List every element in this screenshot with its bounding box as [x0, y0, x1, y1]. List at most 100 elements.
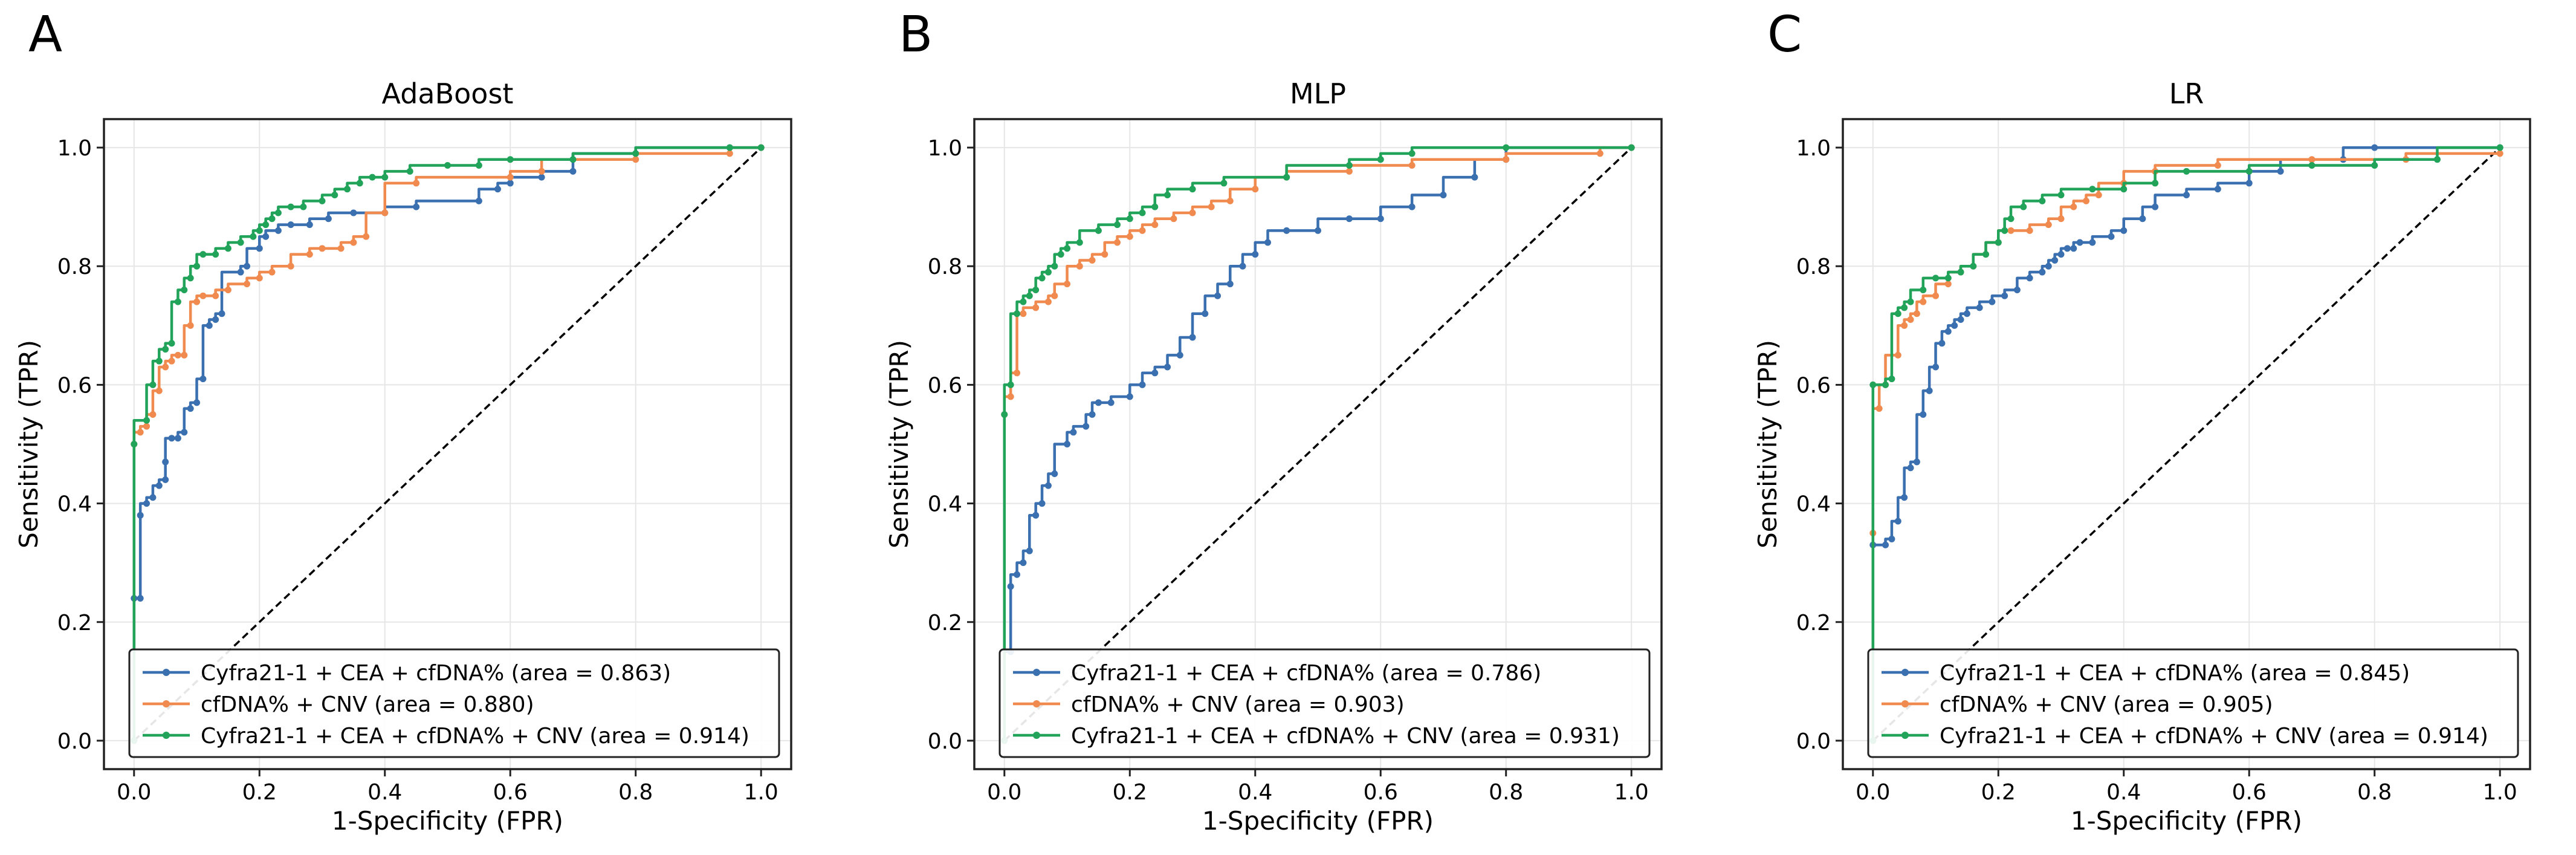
roc-point	[2076, 239, 2083, 246]
roc-curve-series-1	[1871, 146, 2500, 741]
roc-point	[1064, 441, 1071, 447]
legend-swatch-marker	[1033, 732, 1040, 739]
roc-point	[149, 494, 157, 501]
roc-point	[306, 251, 313, 258]
roc-point	[1126, 233, 1133, 240]
roc-point	[2308, 156, 2315, 163]
roc-point	[1875, 405, 1883, 412]
roc-point	[1913, 310, 1920, 317]
y-tick-label: 0.0	[57, 729, 92, 754]
roc-point	[193, 399, 201, 406]
roc-point	[174, 351, 181, 359]
roc-point	[155, 482, 163, 489]
roc-point	[212, 251, 219, 258]
roc-point	[1963, 310, 1970, 317]
roc-point	[1926, 387, 1933, 394]
roc-point	[2095, 192, 2102, 199]
roc-point	[2089, 239, 2096, 246]
roc-point	[1944, 275, 1952, 282]
x-tick-label: 0.4	[1238, 780, 1272, 805]
roc-point	[1976, 304, 1983, 311]
roc-point	[1957, 316, 1964, 323]
roc-point	[381, 209, 389, 216]
roc-point	[1070, 429, 1077, 436]
roc-point	[244, 262, 251, 270]
roc-point	[1252, 186, 1259, 193]
roc-point	[2045, 262, 2052, 270]
x-tick-label: 1.0	[744, 780, 778, 805]
roc-point	[2152, 180, 2159, 187]
roc-point	[1907, 316, 1914, 323]
roc-point	[1114, 239, 1121, 246]
legend-entry: cfDNA% + CNV (area = 0.880)	[201, 692, 534, 717]
roc-point	[1907, 298, 1914, 305]
legend-box	[1867, 648, 2519, 758]
roc-point	[1471, 174, 1478, 181]
roc-point	[1938, 340, 1946, 347]
chart-title: LR	[2169, 77, 2204, 110]
panel-label: B	[899, 6, 933, 63]
y-tick-label: 0.8	[928, 255, 962, 279]
y-tick-label: 0.0	[1796, 729, 1831, 754]
y-axis-label: Sensitivity (TPR)	[14, 340, 44, 548]
roc-point	[1095, 399, 1102, 406]
roc-point	[224, 286, 231, 293]
x-tick-label: 0.8	[618, 780, 653, 805]
roc-point	[1038, 500, 1046, 507]
roc-point	[212, 316, 219, 323]
roc-point	[1064, 281, 1071, 288]
roc-point	[331, 192, 338, 199]
roc-point	[1044, 268, 1052, 276]
roc-point	[369, 174, 376, 181]
x-tick-label: 0.6	[1364, 780, 1398, 805]
roc-point	[2120, 227, 2128, 234]
roc-point	[1020, 298, 1027, 305]
roc-point	[1932, 292, 1940, 299]
roc-point	[300, 203, 307, 210]
roc-point	[1315, 227, 1321, 234]
roc-point	[1894, 310, 1901, 317]
roc-point	[1970, 262, 1977, 270]
y-tick-label: 0.4	[928, 492, 962, 517]
roc-point	[256, 245, 263, 252]
roc-point	[2039, 268, 2046, 276]
roc-point	[1408, 203, 1416, 210]
roc-point	[1882, 541, 1889, 548]
legend-swatch-marker	[1901, 669, 1909, 676]
roc-point	[262, 221, 270, 229]
roc-point	[1189, 186, 1196, 193]
roc-point	[1164, 363, 1171, 371]
roc-point	[444, 162, 451, 169]
roc-point	[381, 174, 389, 181]
roc-point	[1139, 381, 1146, 388]
x-tick-label: 0.0	[1856, 780, 1890, 805]
roc-point	[757, 144, 765, 151]
roc-point	[1869, 381, 1877, 388]
roc-point	[2139, 215, 2146, 223]
roc-point	[1882, 381, 1889, 388]
legend-box	[128, 648, 780, 758]
roc-point	[538, 174, 545, 181]
plot-frame	[973, 118, 1663, 770]
roc-point	[1089, 256, 1096, 264]
roc-point	[2108, 233, 2115, 240]
roc-point	[143, 423, 150, 430]
roc-point	[1345, 215, 1353, 223]
roc-point	[569, 156, 577, 163]
roc-point	[2007, 215, 2015, 223]
y-axis-label: Sensitivity (TPR)	[1753, 340, 1782, 548]
legend-swatch-marker	[163, 669, 170, 676]
roc-point	[1189, 209, 1196, 216]
roc-point	[212, 292, 219, 299]
roc-point	[1239, 262, 1246, 270]
roc-point	[1007, 583, 1014, 590]
roc-point	[2063, 245, 2071, 252]
y-tick-label: 0.8	[1796, 255, 1831, 279]
roc-point	[187, 275, 194, 282]
x-tick-label: 1.0	[1614, 780, 1649, 805]
roc-point	[569, 167, 577, 175]
legend-swatch-marker	[1033, 700, 1040, 707]
x-tick-label: 0.2	[1981, 780, 2016, 805]
x-axis-label: 1-Specificity (FPR)	[2071, 806, 2302, 836]
roc-point	[137, 512, 144, 519]
